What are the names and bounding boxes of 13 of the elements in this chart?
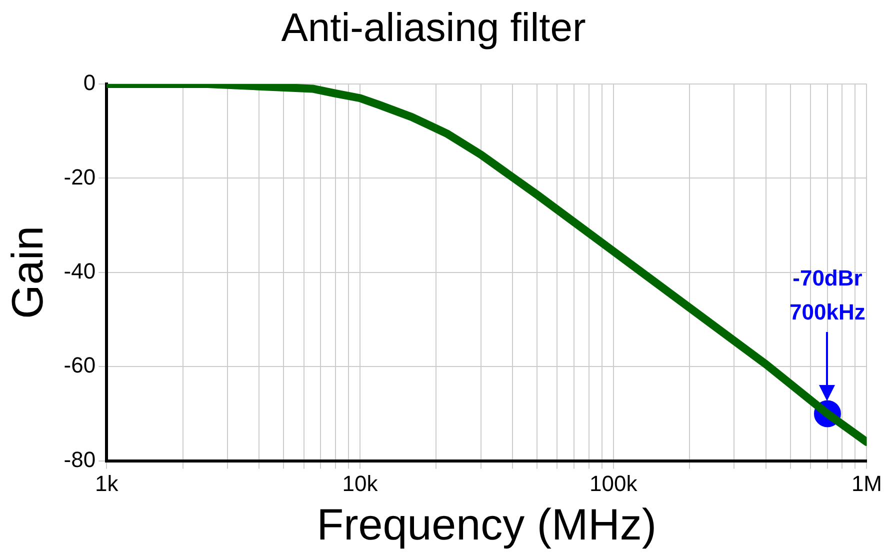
annotation: -70dBr 700kHz [790,266,866,325]
y-tick-label: -80 [64,446,96,472]
y-tick-label: -20 [64,164,96,190]
y-tick-label: -60 [64,352,96,378]
y-tick-label: 0 [83,70,96,96]
y-axis-title: Gain [4,226,53,319]
x-tick-label: 10k [342,471,379,496]
x-axis-title: Frequency (MHz) [316,500,657,550]
x-tick-label: 100k [589,471,638,496]
chart-title: Anti-aliasing filter [281,6,586,50]
y-tick-label: -40 [64,258,96,284]
x-tick-label: 1k [94,471,120,496]
x-tick-label: 1M [851,471,882,496]
